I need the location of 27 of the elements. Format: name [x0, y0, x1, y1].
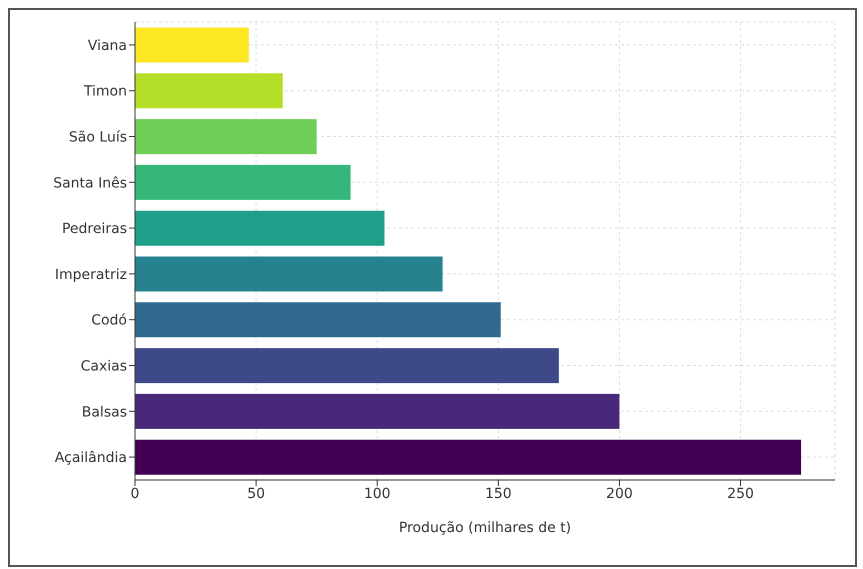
y-tick-label: São Luís	[68, 129, 127, 146]
y-tick-label: Codó	[91, 312, 127, 329]
bar	[135, 164, 351, 200]
bar	[135, 394, 620, 429]
bar	[135, 302, 501, 338]
bar	[135, 256, 443, 292]
y-tick-label: Timon	[82, 84, 127, 100]
bar	[135, 440, 802, 475]
bar	[135, 73, 283, 108]
x-tick-label: 100	[364, 486, 391, 502]
y-tick-label: Açailândia	[54, 450, 127, 466]
y-tick-label: Santa Inês	[53, 175, 127, 192]
x-tick-label: 0	[130, 486, 140, 502]
x-tick-label: 200	[606, 486, 633, 502]
y-tick-label: Pedreiras	[62, 221, 127, 238]
bar	[135, 27, 249, 62]
bar	[135, 119, 317, 154]
y-tick-label: Balsas	[82, 404, 127, 420]
y-tick-label: Viana	[88, 38, 127, 54]
bar	[135, 210, 384, 246]
x-tick-label: 50	[247, 486, 266, 502]
x-tick-label: 250	[727, 486, 754, 502]
y-tick-label: Imperatriz	[54, 266, 127, 283]
x-tick-label: 150	[484, 486, 512, 502]
x-axis-title: Produção (milhares de t)	[398, 520, 572, 536]
bar	[135, 348, 559, 384]
y-tick-label: Caxias	[80, 358, 127, 374]
